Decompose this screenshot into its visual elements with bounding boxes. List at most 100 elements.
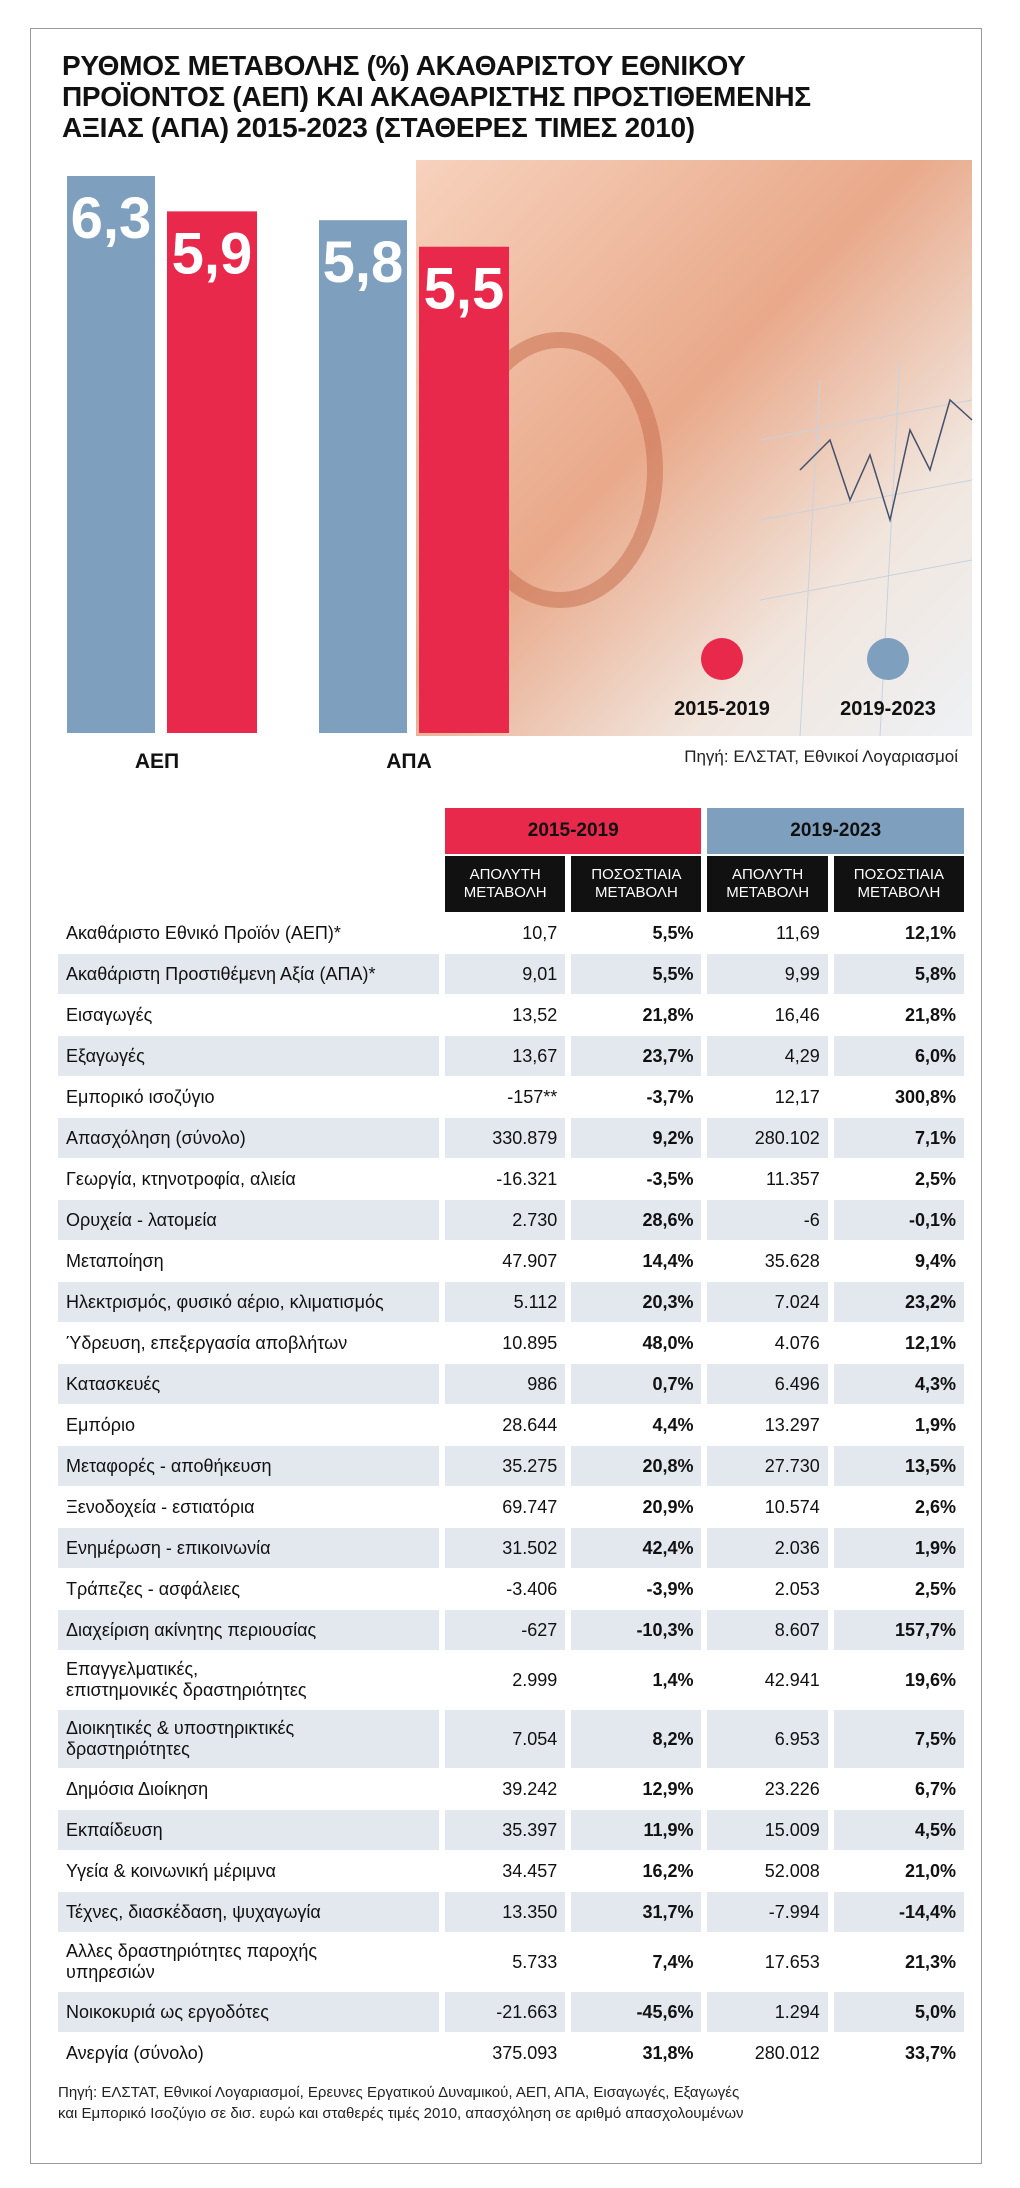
- row-label: Διαχείριση ακίνητης περιουσίας: [58, 1609, 439, 1650]
- table-row: Ακαθάριστη Προστιθέμενη Αξία (ΑΠΑ)* 9,01 5…: [58, 953, 964, 994]
- table-cell: 11.357: [701, 1158, 828, 1199]
- table-row: Ηλεκτρισμός, φυσικό αέριο, κλιματισμός 5.…: [58, 1281, 964, 1322]
- legend-swatch: [867, 638, 909, 680]
- table-cell: -3,9%: [565, 1568, 702, 1609]
- table-cell: 9,01: [439, 953, 566, 994]
- table-row: Διοικητικές & υποστηρικτικές δραστηριότη…: [58, 1709, 964, 1768]
- table-cell: 8,2%: [565, 1709, 702, 1768]
- table-cell: -10,3%: [565, 1609, 702, 1650]
- row-label: Ηλεκτρισμός, φυσικό αέριο, κλιματισμός: [58, 1281, 439, 1322]
- table-cell: 21,3%: [827, 1932, 964, 1991]
- table-cell: 28.644: [439, 1404, 566, 1445]
- table-cell: 1.294: [701, 1991, 828, 2032]
- table-cell: 16,46: [701, 994, 828, 1035]
- table-cell: 23.226: [701, 1768, 828, 1809]
- table-row: Τέχνες, διασκέδαση, ψυχαγωγία 13.350 31,7%…: [58, 1891, 964, 1932]
- table-cell: -45,6%: [565, 1991, 702, 2032]
- table-cell: -16.321: [439, 1158, 566, 1199]
- table-row: Μεταποίηση 47.907 14,4% 35.628 9,4%: [58, 1240, 964, 1281]
- table-cell: 157,7%: [827, 1609, 964, 1650]
- table-cell: -3.406: [439, 1568, 566, 1609]
- table-cell: 2,6%: [827, 1486, 964, 1527]
- table-cell: 1,9%: [827, 1404, 964, 1445]
- value-label: 5,5: [424, 257, 505, 322]
- table-row: Απασχόληση (σύνολο) 330.879 9,2% 280.102 7,1…: [58, 1117, 964, 1158]
- table-cell: -0,1%: [827, 1199, 964, 1240]
- row-label: Διοικητικές & υποστηρικτικές δραστηριότη…: [58, 1709, 439, 1768]
- table-cell: 9,4%: [827, 1240, 964, 1281]
- table-cell: 27.730: [701, 1445, 828, 1486]
- table-cell: 1,9%: [827, 1527, 964, 1568]
- table-cell: 20,8%: [565, 1445, 702, 1486]
- row-label: Αλλες δραστηριότητες παροχής υπηρεσιών: [58, 1932, 439, 1991]
- table-cell: 4,29: [701, 1035, 828, 1076]
- value-label: 6,3: [71, 186, 152, 251]
- bar: [419, 246, 509, 733]
- frame: [30, 28, 982, 2164]
- table-cell: 42,4%: [565, 1527, 702, 1568]
- table-cell: -3,7%: [565, 1076, 702, 1117]
- corner: [58, 808, 439, 854]
- column-header: ΠΟΣΟΣΤΙΑΙΑ ΜΕΤΑΒΟΛΗ: [565, 854, 702, 912]
- table-cell: 5.112: [439, 1281, 566, 1322]
- table-cell: 13.350: [439, 1891, 566, 1932]
- table-cell: -7.994: [701, 1891, 828, 1932]
- table-cell: 13,67: [439, 1035, 566, 1076]
- table-row: Νοικοκυριά ως εργοδότες -21.663 -45,6% 1.29…: [58, 1991, 964, 2032]
- table-cell: 0,7%: [565, 1363, 702, 1404]
- table-cell: 2,5%: [827, 1158, 964, 1199]
- table-cell: 4,3%: [827, 1363, 964, 1404]
- table-cell: 35.628: [701, 1240, 828, 1281]
- table-row: Εισαγωγές 13,52 21,8% 16,46 21,8%: [58, 994, 964, 1035]
- table-row: Δημόσια Διοίκηση 39.242 12,9% 23.226 6,7%: [58, 1768, 964, 1809]
- table-cell: 12,9%: [565, 1768, 702, 1809]
- row-label: Τράπεζες - ασφάλειες: [58, 1568, 439, 1609]
- table-cell: 8.607: [701, 1609, 828, 1650]
- table-cell: -3,5%: [565, 1158, 702, 1199]
- table-cell: 47.907: [439, 1240, 566, 1281]
- table-cell: 10,7: [439, 912, 566, 953]
- table-row: Ορυχεία - λατομεία 2.730 28,6% -6 -0,1%: [58, 1199, 964, 1240]
- legend-swatch: [701, 638, 743, 680]
- row-label: Εμπόριο: [58, 1404, 439, 1445]
- table-cell: 6,0%: [827, 1035, 964, 1076]
- table-cell: 31,7%: [565, 1891, 702, 1932]
- table-cell: 6.496: [701, 1363, 828, 1404]
- row-label: Ακαθάριστη Προστιθέμενη Αξία (ΑΠΑ)*: [58, 953, 439, 994]
- table-cell: 4.076: [701, 1322, 828, 1363]
- table-cell: 4,5%: [827, 1809, 964, 1850]
- table-cell: 2,5%: [827, 1568, 964, 1609]
- table-cell: 7.024: [701, 1281, 828, 1322]
- table-cell: -21.663: [439, 1991, 566, 2032]
- table-cell: 15.009: [701, 1809, 828, 1850]
- row-label: Επαγγελματικές, επιστημονικές δραστηριότ…: [58, 1650, 439, 1709]
- row-label: Νοικοκυριά ως εργοδότες: [58, 1991, 439, 2032]
- table-cell: 7,4%: [565, 1932, 702, 1991]
- table-row: Ύδρευση, επεξεργασία αποβλήτων 10.895 48,0…: [58, 1322, 964, 1363]
- table-cell: 5,8%: [827, 953, 964, 994]
- table-row: Εξαγωγές 13,67 23,7% 4,29 6,0%: [58, 1035, 964, 1076]
- row-label: Εισαγωγές: [58, 994, 439, 1035]
- table-cell: 42.941: [701, 1650, 828, 1709]
- table-cell: 33,7%: [827, 2032, 964, 2073]
- table-cell: 17.653: [701, 1932, 828, 1991]
- value-label: 5,8: [323, 230, 404, 295]
- chart: Πηγή: ΕΛΣΤΑΤ, Εθνικοί Λογαριασμοί 5,9 6,3…: [67, 160, 973, 773]
- row-label: Υγεία & κοινωνική μέριμνα: [58, 1850, 439, 1891]
- table-cell: 34.457: [439, 1850, 566, 1891]
- x-tick-label: ΑΠΑ: [386, 750, 432, 773]
- table-cell: -6: [701, 1199, 828, 1240]
- table-row: Ακαθάριστο Εθνικό Προϊόν (ΑΕΠ)* 10,7 5,5% 1…: [58, 912, 964, 953]
- table-cell: 16,2%: [565, 1850, 702, 1891]
- table-cell: 4,4%: [565, 1404, 702, 1445]
- table-row: Μεταφορές - αποθήκευση 35.275 20,8% 27.730 1…: [58, 1445, 964, 1486]
- table-cell: 9,2%: [565, 1117, 702, 1158]
- table-cell: 21,8%: [565, 994, 702, 1035]
- group-header: 2015-2019: [439, 808, 702, 854]
- table-cell: 23,2%: [827, 1281, 964, 1322]
- table-row: Ξενοδοχεία - εστιατόρια 69.747 20,9% 10.574…: [58, 1486, 964, 1527]
- table-cell: 23,7%: [565, 1035, 702, 1076]
- table-cell: 13,52: [439, 994, 566, 1035]
- source: Πηγή: ΕΛΣΤΑΤ, Εθνικοί Λογαριασμοί: [684, 747, 958, 766]
- table-cell: 7.054: [439, 1709, 566, 1768]
